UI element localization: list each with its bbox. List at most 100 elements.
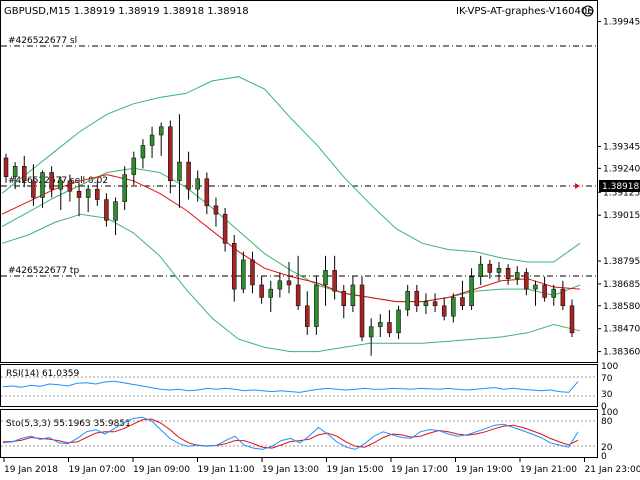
candle[interactable]: [505, 264, 511, 285]
candles[interactable]: [3, 114, 575, 356]
candle[interactable]: [460, 280, 465, 310]
time-tick-label: 19 Jan 21:00: [520, 465, 577, 475]
candle[interactable]: [432, 293, 438, 313]
candle[interactable]: [487, 259, 493, 279]
candle[interactable]: [378, 314, 383, 338]
candle[interactable]: [341, 284, 347, 319]
candle[interactable]: [241, 251, 246, 294]
price-tick-label: 1.38795: [603, 257, 640, 267]
candle[interactable]: [332, 255, 337, 300]
candle[interactable]: [31, 164, 36, 206]
stoch-panel-frame[interactable]: [0, 409, 598, 458]
candle[interactable]: [85, 185, 91, 213]
candle[interactable]: [268, 280, 273, 313]
candle[interactable]: [469, 268, 474, 310]
candle[interactable]: [569, 299, 575, 338]
bollinger-lower-line: [1, 213, 581, 353]
order-lines: #426522677 sl #426522677 sell 0.02 #4265…: [1, 36, 597, 277]
candle[interactable]: [76, 182, 82, 217]
stoch-level-label: 80: [601, 417, 613, 427]
candle[interactable]: [350, 276, 356, 313]
candle[interactable]: [560, 280, 566, 310]
candle[interactable]: [58, 176, 64, 210]
candle-body: [305, 305, 310, 327]
candle[interactable]: [359, 276, 365, 342]
candle[interactable]: [149, 126, 155, 158]
candle[interactable]: [3, 153, 9, 183]
candle[interactable]: [441, 297, 447, 321]
candle-body: [533, 284, 538, 290]
candle[interactable]: [414, 284, 420, 313]
price-tick-label: 1.38685: [603, 280, 640, 290]
rsi-level-label: 100: [601, 362, 618, 372]
candle[interactable]: [158, 122, 164, 156]
candle[interactable]: [140, 139, 146, 169]
candle[interactable]: [405, 284, 410, 317]
candle[interactable]: [314, 276, 319, 335]
candle[interactable]: [250, 251, 255, 294]
candle[interactable]: [514, 266, 520, 285]
candle[interactable]: [396, 305, 401, 340]
sl-label: #426522677 sl: [8, 36, 77, 46]
candle[interactable]: [168, 120, 173, 194]
expert-name: IK-VPS-AT-graphes-V160406: [456, 6, 594, 17]
candle[interactable]: [122, 166, 127, 210]
time-tick-label: 19 Jan 15:00: [327, 465, 384, 475]
price-tick-label: 1.39945: [603, 18, 640, 28]
rsi-label: RSI(14) 61.0359: [6, 369, 79, 379]
rsi-panel-frame[interactable]: [0, 364, 598, 407]
candle[interactable]: [49, 166, 54, 198]
candle[interactable]: [387, 309, 392, 338]
candle[interactable]: [40, 170, 45, 208]
candle[interactable]: [67, 174, 73, 202]
candle[interactable]: [213, 197, 219, 227]
candle[interactable]: [104, 193, 109, 227]
candle[interactable]: [533, 280, 538, 306]
candle-body: [241, 259, 246, 290]
candle[interactable]: [113, 197, 118, 235]
candle-body: [12, 166, 18, 177]
candle[interactable]: [12, 162, 18, 190]
candle-body: [22, 166, 27, 182]
candle-body: [460, 297, 465, 307]
stoch-signal-line: [2, 418, 579, 449]
current-price-label: 1.38918: [602, 182, 639, 192]
time-tick-label: 19 Jan 17:00: [391, 465, 448, 475]
candle[interactable]: [451, 293, 456, 323]
candle[interactable]: [305, 291, 310, 335]
candle[interactable]: [478, 255, 483, 285]
candle-body: [250, 259, 255, 286]
rsi-level-label: 70: [601, 374, 613, 384]
candle-body: [478, 263, 483, 277]
candle[interactable]: [204, 172, 210, 215]
candle-body: [414, 290, 420, 307]
rsi-level-label: 0: [601, 402, 607, 412]
candle[interactable]: [295, 255, 301, 310]
candle[interactable]: [551, 284, 556, 306]
candle[interactable]: [423, 293, 429, 315]
candle[interactable]: [368, 318, 374, 356]
candle-body: [451, 297, 456, 317]
candle[interactable]: [131, 151, 137, 185]
candle[interactable]: [277, 272, 283, 298]
price-tick-label: 1.38470: [603, 325, 640, 335]
candle[interactable]: [524, 268, 529, 296]
candle[interactable]: [259, 276, 264, 304]
candle[interactable]: [323, 255, 328, 306]
candle[interactable]: [231, 234, 237, 302]
candle[interactable]: [95, 180, 100, 206]
stoch-level-label: 0: [601, 452, 607, 462]
candle[interactable]: [177, 114, 182, 208]
candle-body: [31, 180, 36, 198]
candle[interactable]: [496, 262, 502, 281]
candle[interactable]: [195, 170, 200, 202]
candle-body: [350, 284, 356, 307]
candle[interactable]: [222, 207, 228, 252]
candle-body: [213, 205, 219, 215]
candle[interactable]: [286, 262, 292, 294]
candle[interactable]: [542, 276, 547, 302]
candle-body: [58, 180, 64, 190]
candle[interactable]: [186, 151, 191, 200]
candle[interactable]: [22, 155, 27, 188]
